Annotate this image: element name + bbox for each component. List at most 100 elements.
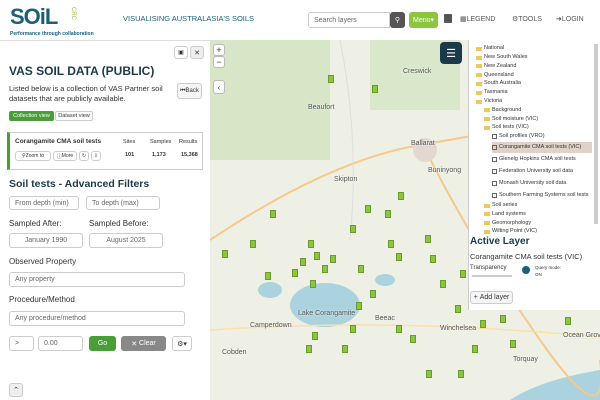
site-marker[interactable] — [312, 332, 318, 340]
search-button[interactable]: ⚲ — [390, 12, 405, 28]
site-marker[interactable] — [410, 335, 416, 343]
folder-icon[interactable] — [476, 90, 482, 95]
checkbox[interactable] — [492, 168, 497, 174]
tree-item[interactable]: Background — [484, 107, 592, 115]
monitor-button[interactable]: ▣ — [174, 46, 188, 59]
method-select[interactable]: Any procedure/method — [9, 311, 185, 326]
from-depth[interactable]: From depth (min) — [9, 196, 79, 210]
site-marker[interactable] — [385, 210, 391, 218]
folder-icon[interactable] — [476, 64, 482, 69]
amount-input[interactable]: 0.00 — [38, 336, 83, 351]
checkbox[interactable] — [492, 144, 497, 150]
tree-item[interactable]: Southern Farming Systems soil tests — [492, 190, 592, 201]
checkbox[interactable] — [492, 156, 497, 162]
folder-icon[interactable] — [476, 82, 482, 87]
tree-item[interactable]: Land systems — [484, 211, 592, 219]
site-marker[interactable] — [350, 225, 356, 233]
site-marker[interactable] — [358, 265, 364, 273]
site-marker[interactable] — [460, 270, 466, 278]
site-marker[interactable] — [455, 305, 461, 313]
site-marker[interactable] — [370, 290, 376, 298]
tree-item[interactable]: Soil profiles (VRO) — [492, 133, 592, 141]
folder-icon[interactable] — [476, 55, 482, 60]
tree-item[interactable]: Federation University soil data — [492, 166, 592, 177]
folder-icon[interactable] — [476, 99, 482, 104]
tree-item[interactable]: Glenelg Hopkins CMA soil tests — [492, 154, 592, 165]
site-marker[interactable] — [350, 325, 356, 333]
site-marker[interactable] — [330, 255, 336, 263]
folder-icon[interactable] — [484, 203, 490, 208]
add-layer-button[interactable]: + Add layer — [470, 291, 513, 304]
site-marker[interactable] — [365, 205, 371, 213]
refresh-button[interactable]: ↻ — [79, 151, 89, 161]
tree-item[interactable]: National — [476, 45, 592, 53]
site-marker[interactable] — [270, 210, 276, 218]
zoom-button[interactable]: ⚲ Zoom to — [15, 151, 51, 161]
folder-icon[interactable] — [476, 46, 482, 51]
checkbox[interactable] — [492, 192, 497, 198]
folder-icon[interactable] — [476, 73, 482, 78]
tree-item[interactable]: New South Wales — [476, 54, 592, 62]
more-button[interactable]: ⓘ More — [53, 151, 77, 161]
tree-item[interactable]: Wilting Point (VIC) — [484, 228, 592, 236]
transparency-slider[interactable] — [472, 275, 512, 277]
close-button[interactable]: ✕ — [190, 46, 204, 59]
tree-item[interactable]: New Zealand — [476, 63, 592, 71]
checkbox[interactable] — [492, 180, 497, 186]
site-marker[interactable] — [426, 370, 432, 378]
site-marker[interactable] — [322, 265, 328, 273]
before-input[interactable]: August 2025 — [89, 233, 163, 248]
folder-icon[interactable] — [484, 126, 490, 131]
tree-item[interactable]: Corangamite CMA soil tests (VIC) — [492, 141, 592, 153]
site-marker[interactable] — [328, 75, 334, 83]
site-marker[interactable] — [388, 240, 394, 248]
login-link[interactable]: ➜LOGIN — [556, 16, 584, 23]
site-marker[interactable] — [308, 240, 314, 248]
tree-item[interactable]: South Australia — [476, 80, 592, 88]
menu-button[interactable]: Menu ▾ — [409, 12, 438, 28]
folder-icon[interactable] — [484, 212, 490, 217]
site-marker[interactable] — [472, 345, 478, 353]
site-marker[interactable] — [310, 280, 316, 288]
legend-link[interactable]: ▦LEGEND — [460, 16, 496, 23]
folder-icon[interactable] — [484, 230, 490, 235]
after-input[interactable]: January 1990 — [9, 233, 83, 248]
tree-item[interactable]: Soil series — [484, 202, 592, 210]
folder-icon[interactable] — [484, 108, 490, 113]
settings-button[interactable]: ⚙▾ — [172, 336, 192, 351]
site-marker[interactable] — [306, 345, 312, 353]
download-button[interactable]: ⇩ — [91, 151, 101, 161]
tree-item[interactable]: Monash University soil data — [492, 178, 592, 189]
tab-dataset[interactable]: Dataset view — [55, 111, 93, 121]
site-marker[interactable] — [222, 250, 228, 258]
site-marker[interactable] — [480, 320, 486, 328]
site-marker[interactable] — [265, 272, 271, 280]
tree-item[interactable]: Tasmania — [476, 89, 592, 97]
tree-item[interactable]: Geomorphology — [484, 219, 592, 227]
site-marker[interactable] — [250, 240, 256, 248]
folder-icon[interactable] — [484, 221, 490, 226]
site-marker[interactable] — [425, 235, 431, 243]
site-marker[interactable] — [292, 269, 298, 277]
zoom-in[interactable]: + — [213, 44, 225, 56]
info-icon[interactable] — [522, 266, 530, 274]
tree-item[interactable]: Soil moisture (VIC) — [484, 115, 592, 123]
logo[interactable]: SOiL — [10, 4, 58, 29]
folder-icon[interactable] — [484, 117, 490, 122]
site-marker[interactable] — [440, 280, 446, 288]
tree-item[interactable]: Victoria — [476, 98, 592, 106]
back-button[interactable]: ⏮ Back — [177, 83, 202, 99]
collapse-button[interactable]: ⌃ — [9, 383, 23, 397]
site-marker[interactable] — [396, 253, 402, 261]
operator-select[interactable]: > — [9, 336, 34, 351]
go-button[interactable]: Go — [89, 336, 116, 351]
save-icon[interactable] — [444, 14, 452, 23]
to-depth[interactable]: To depth (max) — [86, 196, 160, 210]
site-marker[interactable] — [300, 258, 306, 266]
site-marker[interactable] — [356, 302, 362, 310]
site-marker[interactable] — [500, 315, 506, 323]
site-marker[interactable] — [398, 192, 404, 200]
tools-link[interactable]: ⚙TOOLS — [512, 16, 542, 23]
site-marker[interactable] — [565, 317, 571, 325]
site-marker[interactable] — [372, 85, 378, 93]
